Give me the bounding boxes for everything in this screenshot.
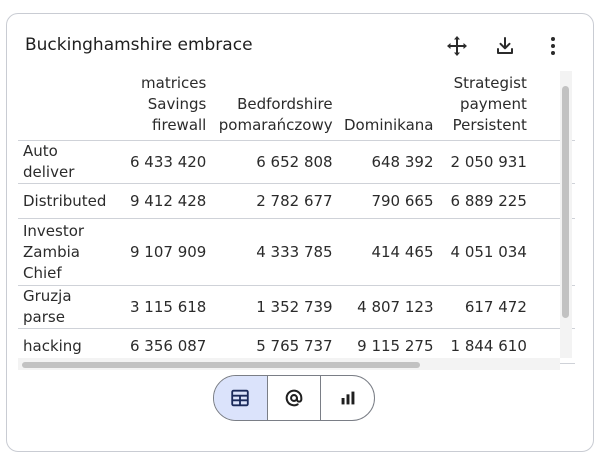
donut-view-button[interactable] (266, 376, 321, 420)
row-header: Investor Zambia Chief (18, 218, 114, 286)
table-cell: 414 465 (336, 218, 438, 286)
column-header-line: payment (460, 95, 527, 113)
at-sign-icon (285, 389, 303, 407)
table-cell: 9 107 909 (113, 218, 211, 286)
column-header-line: matrices (141, 74, 207, 92)
table-cell: 9 412 428 (113, 183, 211, 219)
column-header-line: pomarańczowy (218, 116, 333, 134)
move-icon (447, 36, 467, 56)
table-cell: 2 050 931 (437, 140, 531, 184)
table-cell: 4 807 123 (336, 285, 438, 329)
column-header-corner (18, 71, 114, 141)
card-title: Buckinghamshire embrace (25, 35, 253, 55)
column-header-line: Savings (147, 95, 207, 113)
table-cell: 6 433 420 (113, 140, 211, 184)
vertical-scrollbar-thumb[interactable] (562, 86, 569, 318)
row-header: Gruzja parse (18, 285, 114, 329)
view-toggle (213, 375, 375, 421)
column-header: Bedfordshire pomarańczowy (210, 71, 337, 141)
table-row: Distributed 9 412 428 2 782 677 790 665 6 88… (18, 183, 575, 219)
column-header: Dominikana (336, 71, 438, 141)
column-header-line: firewall (152, 116, 207, 134)
table-view-button[interactable] (214, 376, 267, 420)
table-cell: 3 115 618 (113, 285, 211, 329)
column-header-line: Strategist (453, 74, 527, 92)
table-cell: 6 889 225 (437, 183, 531, 219)
column-header-line: Bedfordshire (237, 95, 333, 113)
table-cell: 790 665 (336, 183, 438, 219)
column-header: matrices Savings firewall (113, 71, 211, 141)
move-button[interactable] (443, 32, 471, 60)
table-cell: 4 051 034 (437, 218, 531, 286)
row-header: Auto deliver (18, 140, 114, 184)
more-vertical-icon (551, 37, 555, 55)
data-table: matrices Savings firewall Bedfordshire pomar… (18, 71, 575, 364)
horizontal-scrollbar-thumb[interactable] (22, 362, 420, 368)
table-body: Auto deliver 6 433 420 6 652 808 648 392 2 0… (18, 140, 575, 364)
table-row: Auto deliver 6 433 420 6 652 808 648 392 2 0… (18, 140, 575, 184)
bar-chart-icon (341, 391, 355, 405)
bar-chart-view-button[interactable] (320, 376, 374, 420)
table-row: Investor Zambia Chief 9 107 909 4 333 785 4… (18, 218, 575, 286)
table-row: Gruzja parse 3 115 618 1 352 739 4 807 123 6… (18, 285, 575, 329)
download-button[interactable] (491, 32, 519, 60)
download-icon (497, 37, 513, 54)
table-cell: 1 352 739 (210, 285, 337, 329)
table-header-row: matrices Savings firewall Bedfordshire pomar… (18, 71, 575, 141)
table-cell: 648 392 (336, 140, 438, 184)
table-cell: 2 782 677 (210, 183, 337, 219)
table-cell: 617 472 (437, 285, 531, 329)
row-header: Distributed (18, 183, 114, 219)
data-table-viewport[interactable]: matrices Savings firewall Bedfordshire pomar… (18, 71, 575, 371)
more-options-button[interactable] (539, 32, 567, 60)
column-header-line: Persistent (452, 116, 527, 134)
table-cell: 4 333 785 (210, 218, 337, 286)
column-header-line: Dominikana (343, 116, 434, 134)
column-header: Strategist payment Persistent (437, 71, 531, 141)
table-icon (231, 389, 250, 407)
table-cell: 6 652 808 (210, 140, 337, 184)
